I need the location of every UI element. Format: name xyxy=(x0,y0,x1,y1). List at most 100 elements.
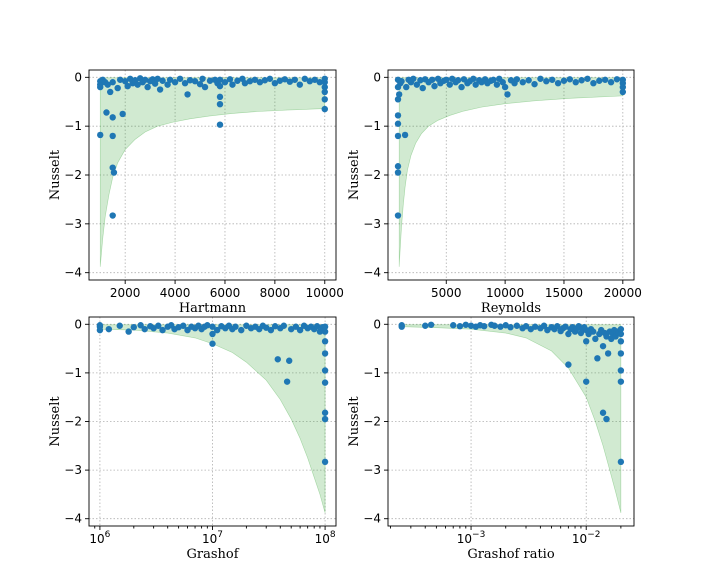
uncertainty-band xyxy=(398,77,624,267)
subplot-grashof: 0 −1 −2 −3 −4 106 107 108 Grashof Nusselt xyxy=(48,316,337,562)
data-point xyxy=(166,76,174,83)
data-point xyxy=(603,333,610,340)
data-point xyxy=(617,378,625,385)
data-point xyxy=(617,458,625,466)
data-point xyxy=(549,76,556,83)
data-point xyxy=(109,132,116,140)
x-axis-label: Reynolds xyxy=(481,301,541,316)
data-point xyxy=(292,323,300,330)
data-point xyxy=(151,80,159,87)
data-point xyxy=(395,91,403,98)
data-point xyxy=(403,83,410,91)
data-point xyxy=(199,75,206,82)
x-tick-label: 10000 xyxy=(486,286,524,300)
y-tick-label: −2 xyxy=(363,415,381,429)
data-point xyxy=(321,379,329,386)
data-point xyxy=(180,322,187,329)
y-tick-label: −2 xyxy=(64,415,82,429)
data-point xyxy=(184,91,191,98)
data-point xyxy=(291,76,299,83)
data-point xyxy=(590,328,597,335)
data-point xyxy=(271,79,279,87)
data-point xyxy=(607,79,615,86)
data-point xyxy=(394,132,402,140)
y-axis-label: Nusselt xyxy=(347,149,362,200)
data-point xyxy=(209,323,216,330)
y-tick-label: −2 xyxy=(363,168,381,182)
data-point xyxy=(590,79,597,87)
data-point xyxy=(171,79,179,86)
data-point xyxy=(321,409,329,416)
data-point xyxy=(306,78,313,85)
data-point xyxy=(456,323,464,330)
uncertainty-band xyxy=(401,324,622,513)
data-point xyxy=(204,322,211,329)
data-point xyxy=(507,324,514,331)
data-point xyxy=(283,378,291,385)
y-tick-label: −3 xyxy=(363,217,381,231)
data-point xyxy=(480,323,488,330)
data-point xyxy=(446,81,453,88)
data-point xyxy=(619,88,627,96)
data-point xyxy=(394,212,402,219)
data-point xyxy=(109,212,116,219)
data-point xyxy=(617,367,625,374)
x-tick-label: 8000 xyxy=(260,286,291,300)
data-point xyxy=(191,78,199,85)
data-point xyxy=(154,75,161,82)
data-point xyxy=(221,79,229,86)
data-point xyxy=(321,458,329,466)
data-point xyxy=(321,338,329,345)
y-tick-label: −3 xyxy=(64,217,82,231)
data-point xyxy=(599,409,607,416)
data-point xyxy=(497,323,504,330)
data-point xyxy=(196,80,204,88)
data-point xyxy=(321,88,328,96)
data-point xyxy=(560,77,568,84)
x-tick-label: 20000 xyxy=(604,286,642,300)
data-point xyxy=(513,76,521,83)
data-point xyxy=(274,356,281,363)
y-tick-label: −4 xyxy=(64,512,82,526)
data-point xyxy=(216,82,224,90)
data-point xyxy=(266,75,274,82)
data-point xyxy=(394,112,402,119)
data-point xyxy=(271,323,279,330)
data-point xyxy=(238,326,245,334)
y-axis-label: Nusselt xyxy=(48,149,63,200)
data-point xyxy=(134,81,141,88)
data-point xyxy=(543,78,550,85)
data-point xyxy=(159,326,166,334)
data-point xyxy=(130,324,137,331)
data-point xyxy=(401,131,409,139)
data-point xyxy=(276,77,284,84)
data-point xyxy=(617,350,625,357)
data-point xyxy=(565,330,572,338)
data-point xyxy=(583,338,590,345)
data-point xyxy=(603,415,610,423)
data-point xyxy=(267,326,275,334)
data-point xyxy=(601,76,609,83)
x-tick-label: 10−2 xyxy=(572,530,601,546)
data-point xyxy=(281,76,289,83)
subplot-reynolds: 0 −1 −2 −3 −4 5000 10000 15000 20000 Reynolds Nuss… xyxy=(347,69,642,316)
data-point xyxy=(321,367,329,374)
data-point xyxy=(141,325,148,333)
data-point xyxy=(428,76,436,83)
data-point xyxy=(201,83,209,91)
data-point xyxy=(443,76,450,83)
data-point xyxy=(566,76,574,83)
x-tick-label: 106 xyxy=(89,530,110,546)
data-point xyxy=(301,75,309,82)
data-point xyxy=(105,325,113,333)
data-point xyxy=(321,96,328,103)
data-point xyxy=(490,76,497,83)
data-point xyxy=(97,83,104,91)
data-point xyxy=(321,415,329,423)
data-point xyxy=(594,355,601,362)
x-tick-label: 107 xyxy=(202,530,223,546)
data-point xyxy=(617,330,625,338)
data-point xyxy=(431,82,438,90)
data-point xyxy=(321,328,329,335)
data-point xyxy=(584,75,591,82)
